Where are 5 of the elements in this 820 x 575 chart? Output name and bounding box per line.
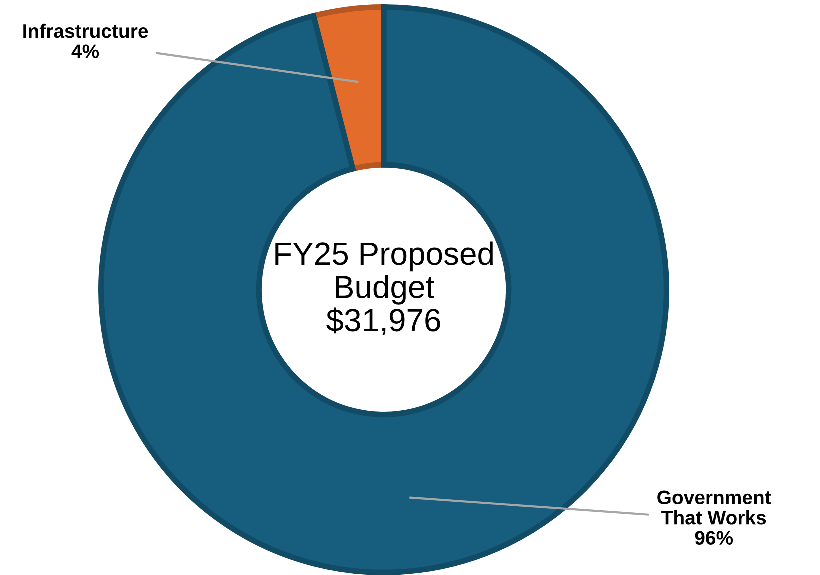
data-label: 96% (695, 531, 734, 546)
slice-label: Government That Works (658, 490, 772, 525)
text: FY25 Proposed Budget $31,976 (276, 242, 493, 336)
data-label: 4% (72, 44, 100, 58)
slice-label: Infrastructure (24, 24, 148, 38)
